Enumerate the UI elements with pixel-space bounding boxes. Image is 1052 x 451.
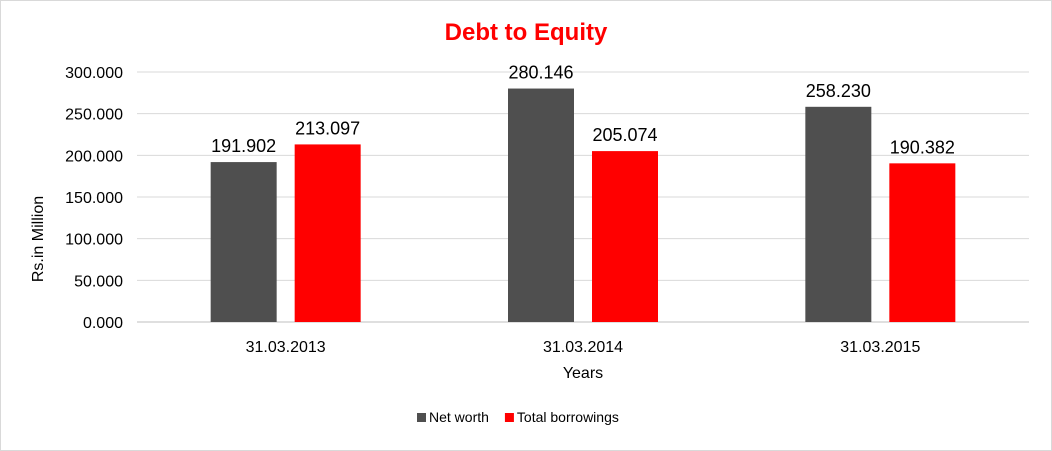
bar-data-label: 280.146 [508, 63, 573, 83]
bars [210, 88, 956, 322]
bar-total-borrowings-0 [294, 144, 361, 322]
y-tick-label: 0.000 [83, 315, 123, 332]
bar-data-label: 213.097 [295, 118, 360, 138]
y-tick-label: 200.000 [65, 148, 123, 165]
legend: Net worth Total borrowings [417, 409, 619, 425]
bar-data-label: 190.382 [890, 137, 955, 157]
y-axis-label: Rs.in Million [30, 196, 47, 282]
grid-lines [137, 71, 1029, 323]
x-tick-label: 31.03.2015 [840, 339, 920, 356]
y-tick-label: 300.000 [65, 65, 123, 82]
bar-data-labels: 191.902 213.097 280.146 205.074 258.230 190.3… [211, 63, 955, 158]
x-tick-label: 31.03.2013 [246, 339, 326, 356]
y-tick-label: 150.000 [65, 190, 123, 207]
y-tick-label: 50.000 [74, 273, 123, 290]
bar-data-label: 191.902 [211, 136, 276, 156]
x-axis-ticks: 31.03.2013 31.03.2014 31.03.2015 [246, 339, 921, 356]
bar-total-borrowings-1 [592, 151, 658, 322]
y-tick-label: 100.000 [65, 232, 123, 249]
bar-data-label: 258.230 [806, 81, 871, 101]
bar-net-worth-0 [210, 162, 277, 322]
legend-swatch [504, 413, 514, 422]
x-axis-label: Years [563, 365, 603, 382]
bar-net-worth-1 [508, 88, 574, 322]
bar-net-worth-2 [805, 106, 872, 322]
chart-title: Debt to Equity [445, 19, 608, 46]
y-axis-ticks: 0.000 50.000 100.000 150.000 200.000 250.000 3… [65, 65, 123, 332]
legend-label: Total borrowings [517, 409, 619, 425]
bar-data-label: 205.074 [592, 125, 657, 145]
x-tick-label: 31.03.2014 [543, 339, 623, 356]
bar-total-borrowings-2 [889, 163, 956, 322]
y-tick-label: 250.000 [65, 107, 123, 124]
legend-swatch [417, 413, 426, 422]
legend-label: Net worth [429, 409, 489, 425]
